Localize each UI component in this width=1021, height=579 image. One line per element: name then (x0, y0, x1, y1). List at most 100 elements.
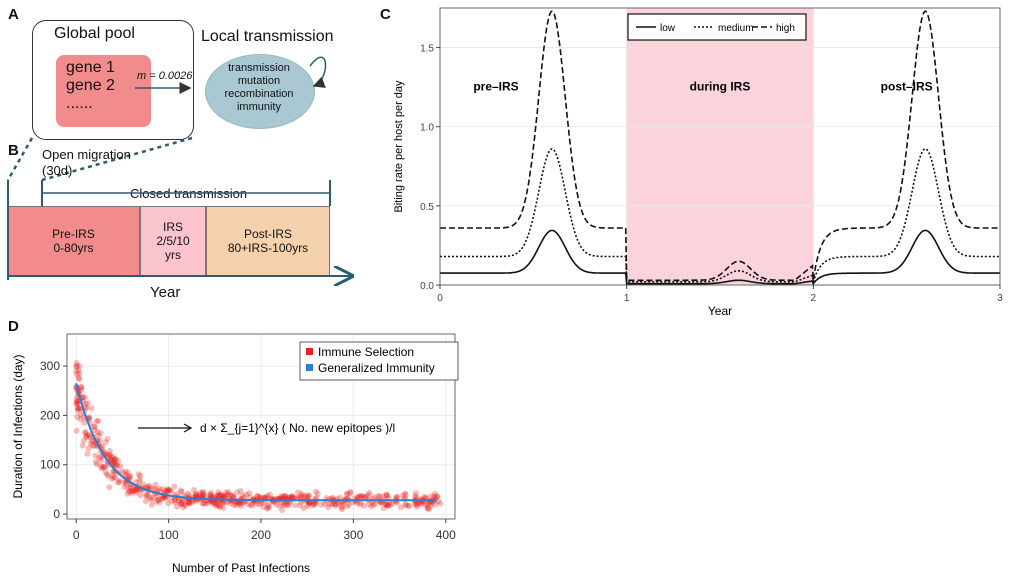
scatter-point (83, 433, 90, 440)
scatter-point (124, 485, 131, 492)
scatter-point (339, 502, 346, 509)
scatter-point (384, 501, 391, 508)
scatter-point (180, 504, 187, 511)
zoom-dotted-line-right (41, 136, 193, 182)
scatter-point (298, 493, 305, 499)
scatter-point (202, 493, 209, 500)
scatter-point (180, 501, 187, 508)
scatter-point (432, 501, 439, 508)
scatter-point (284, 499, 291, 506)
scatter-point (98, 457, 105, 464)
scatter-point (127, 473, 134, 480)
scatter-point (116, 479, 123, 486)
scatter-point (151, 485, 158, 492)
scatter-point (200, 500, 207, 507)
scatter-point (193, 492, 200, 499)
scatter-point (108, 457, 115, 464)
scatter-point (160, 486, 167, 493)
scatter-point (178, 500, 185, 507)
scatter-point (304, 503, 311, 510)
scatter-point (155, 497, 162, 504)
scatter-point (216, 504, 223, 511)
scatter-point (217, 503, 223, 510)
scatter-point (427, 503, 434, 509)
scatter-point (359, 493, 366, 500)
scatter-point (437, 500, 444, 507)
scatter-point (283, 502, 290, 509)
scatter-point (73, 368, 80, 375)
scatter-point (85, 445, 92, 452)
scatter-point (160, 494, 166, 501)
scatter-point (220, 505, 227, 511)
scatter-point (88, 405, 95, 412)
scatter-point (98, 465, 105, 472)
scatter-point (248, 502, 255, 509)
scatter-point (76, 370, 83, 377)
scatter-point (246, 494, 253, 501)
scatter-point (115, 457, 122, 464)
panel-b-xlabel: Year (150, 284, 181, 301)
scatter-point (171, 483, 178, 490)
scatter-point (186, 500, 193, 507)
local-transmission-title: Local transmission (201, 28, 334, 45)
scatter-point (90, 423, 97, 430)
scatter-point (208, 498, 214, 505)
scatter-point (84, 450, 91, 457)
scatter-point (75, 405, 81, 411)
scatter-point (264, 493, 271, 499)
scatter-point (254, 493, 261, 499)
series-line-low (440, 229, 1000, 286)
scatter-point (78, 386, 85, 393)
scatter-point (136, 476, 143, 483)
scatter-point (82, 430, 89, 436)
scatter-point (74, 407, 81, 414)
scatter-point (202, 500, 209, 507)
scatter-point (111, 474, 117, 481)
scatter-point (156, 485, 163, 492)
scatter-point (310, 501, 317, 507)
scatter-point (100, 464, 106, 471)
scatter-point (82, 429, 89, 436)
scatter-point (362, 494, 369, 501)
scatter-point (124, 490, 131, 497)
scatter-point (73, 360, 80, 366)
scatter-point (256, 501, 263, 508)
x-tick-label: 0 (437, 293, 443, 304)
scatter-point (185, 492, 192, 499)
scatter-point (130, 486, 137, 493)
scatter-point (276, 503, 283, 509)
scatter-point (279, 493, 285, 499)
scatter-point (305, 500, 312, 507)
scatter-point (126, 488, 133, 495)
zoom-dotted-line-left (6, 137, 34, 181)
scatter-point (190, 498, 196, 505)
irs-shaded-region (626, 8, 814, 285)
scatter-point (314, 490, 321, 497)
scatter-point (155, 496, 162, 503)
scatter-point (143, 493, 150, 500)
scatter-point (136, 478, 143, 485)
scatter-point (347, 488, 354, 495)
scatter-point (312, 488, 319, 495)
scatter-point (190, 487, 197, 493)
scatter-point (166, 487, 173, 494)
scatter-point (246, 490, 253, 497)
scatter-point (384, 492, 391, 499)
scatter-point (74, 400, 81, 407)
legend-label-high: high (776, 23, 795, 34)
scatter-point (122, 468, 129, 475)
gene-item: ...... (66, 95, 93, 112)
scatter-point (148, 501, 155, 508)
scatter-point (154, 493, 161, 500)
scatter-point (237, 503, 244, 509)
scatter-point (281, 493, 288, 500)
scatter-point (280, 502, 287, 509)
scatter-point (74, 400, 81, 407)
scatter-point (111, 474, 118, 481)
scatter-point (121, 483, 128, 490)
legend-box (627, 13, 807, 41)
scatter-point (77, 411, 84, 418)
scatter-point (224, 491, 231, 498)
scatter-point (414, 501, 421, 508)
scatter-point (214, 501, 221, 508)
